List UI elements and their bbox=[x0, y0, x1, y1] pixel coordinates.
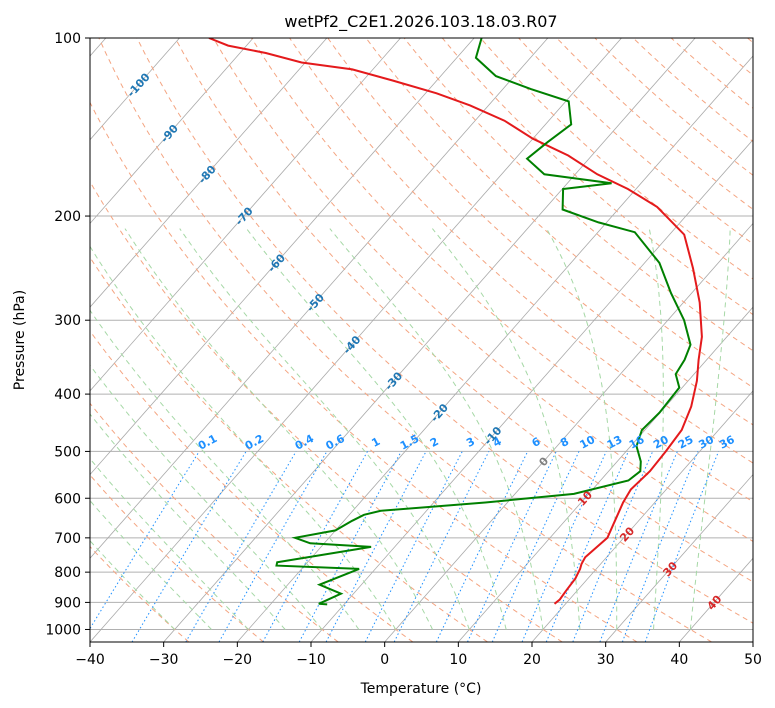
moist-adiabat-line bbox=[432, 228, 581, 630]
isotherm-line bbox=[90, 38, 475, 476]
mixing-ratio-label: 20 bbox=[651, 433, 671, 452]
moist-adiabat-line bbox=[689, 228, 731, 630]
mixing-ratio-line bbox=[298, 451, 402, 642]
dry-adiabat-line bbox=[90, 256, 488, 642]
dry-adiabat-line bbox=[403, 38, 753, 352]
dry-adiabat-line bbox=[556, 38, 753, 210]
moist-adiabat-line bbox=[648, 228, 664, 630]
y-axis: 100 200 300 400 500 600 700 800 900 1000 bbox=[45, 31, 90, 638]
y-tick-label: 800 bbox=[54, 565, 81, 581]
x-tick-label: 30 bbox=[597, 652, 615, 668]
mixing-ratio-line bbox=[90, 451, 200, 630]
mixing-ratio-line bbox=[521, 451, 607, 642]
x-axis: −40 −30 −20 −10 0 10 20 30 40 50 bbox=[75, 642, 762, 668]
y-tick-label: 200 bbox=[54, 209, 81, 225]
dry-adiabat-line bbox=[480, 38, 753, 280]
isotherm-line bbox=[90, 38, 180, 141]
moist-adiabat-line bbox=[179, 228, 470, 630]
y-tick-label: 700 bbox=[54, 531, 81, 547]
y-tick-label: 500 bbox=[54, 444, 81, 460]
dry-adiabat-line bbox=[90, 180, 563, 642]
mixing-ratio-label: 36 bbox=[717, 433, 737, 452]
mixing-ratio-line bbox=[131, 451, 247, 642]
mixing-ratio-line bbox=[185, 451, 297, 642]
mixing-ratio-line bbox=[435, 451, 529, 642]
mixing-ratio-line bbox=[467, 451, 557, 642]
isotherm-line bbox=[458, 306, 753, 642]
mixing-ratio-label: 13 bbox=[605, 433, 625, 452]
dry-adiabat-line bbox=[251, 38, 753, 503]
y-tick-label: 400 bbox=[54, 387, 81, 403]
dry-adiabat-line bbox=[90, 402, 339, 642]
y-tick-label: 1000 bbox=[45, 622, 81, 638]
x-tick-label: 20 bbox=[523, 652, 541, 668]
temperature-profile-line bbox=[208, 38, 703, 605]
dry-adiabat-line bbox=[289, 38, 753, 464]
moist-adiabat-line bbox=[329, 228, 544, 630]
mixing-ratio-label: 25 bbox=[676, 433, 696, 452]
x-tick-label: −10 bbox=[296, 652, 326, 668]
x-tick-label: 50 bbox=[744, 652, 762, 668]
isotherm-line bbox=[237, 55, 753, 642]
mixing-ratio-label: 16 bbox=[627, 433, 647, 452]
y-tick-label: 600 bbox=[54, 491, 81, 507]
mixing-ratio-line bbox=[491, 451, 580, 642]
y-tick-label: 300 bbox=[54, 313, 81, 329]
isotherm-line bbox=[90, 38, 401, 392]
moist-adiabat-line bbox=[90, 413, 286, 630]
y-axis-label: Pressure (hPa) bbox=[12, 290, 28, 390]
moist-adiabat-line bbox=[246, 228, 507, 630]
x-tick-label: −30 bbox=[149, 652, 179, 668]
moist-adiabat-line bbox=[90, 364, 323, 630]
isotherm-line bbox=[605, 473, 753, 642]
plot-area bbox=[90, 38, 753, 642]
x-tick-label: 40 bbox=[670, 652, 688, 668]
mixing-ratio-line bbox=[262, 451, 368, 642]
isotherm-line bbox=[310, 139, 753, 642]
mixing-ratio-label: 10 bbox=[578, 433, 598, 452]
moist-adiabat-line bbox=[546, 228, 618, 630]
chart-title: wetPf2_C2E1.2026.103.18.03.R07 bbox=[284, 12, 557, 32]
y-tick-label: 900 bbox=[54, 595, 81, 611]
isotherm-line bbox=[531, 390, 753, 642]
dewpoint-profile-line bbox=[275, 38, 692, 606]
dry-adiabat-line bbox=[518, 38, 753, 245]
x-tick-label: −20 bbox=[223, 652, 253, 668]
dry-adiabat-line bbox=[90, 101, 638, 642]
isotherm-line bbox=[90, 38, 254, 225]
x-axis-label: Temperature (°C) bbox=[360, 681, 482, 697]
moist-adiabat-line bbox=[124, 228, 433, 630]
dry-adiabat-line bbox=[441, 38, 753, 316]
isotherm-line bbox=[384, 222, 753, 642]
mixing-ratio-line bbox=[393, 451, 490, 642]
mixing-ratio-label: 30 bbox=[696, 433, 716, 452]
y-tick-label: 100 bbox=[54, 31, 81, 47]
isotherm-line bbox=[90, 38, 549, 559]
moist-adiabat-line bbox=[90, 245, 397, 630]
x-tick-label: −40 bbox=[75, 652, 105, 668]
x-tick-label: 10 bbox=[449, 652, 467, 668]
dry-adiabat-line bbox=[365, 38, 753, 389]
mixing-ratio-line bbox=[218, 451, 328, 642]
dry-adiabat-line bbox=[327, 38, 753, 426]
plot-frame bbox=[89, 37, 754, 643]
dry-adiabat-line bbox=[174, 38, 753, 583]
isotherm-line bbox=[163, 38, 696, 642]
x-tick-label: 0 bbox=[380, 652, 389, 668]
dry-adiabat-line bbox=[136, 38, 753, 624]
dry-adiabat-line bbox=[98, 38, 712, 642]
dry-adiabat-line bbox=[90, 330, 414, 642]
moist-adiabat-line bbox=[90, 309, 360, 630]
isotherm-line bbox=[90, 38, 328, 308]
